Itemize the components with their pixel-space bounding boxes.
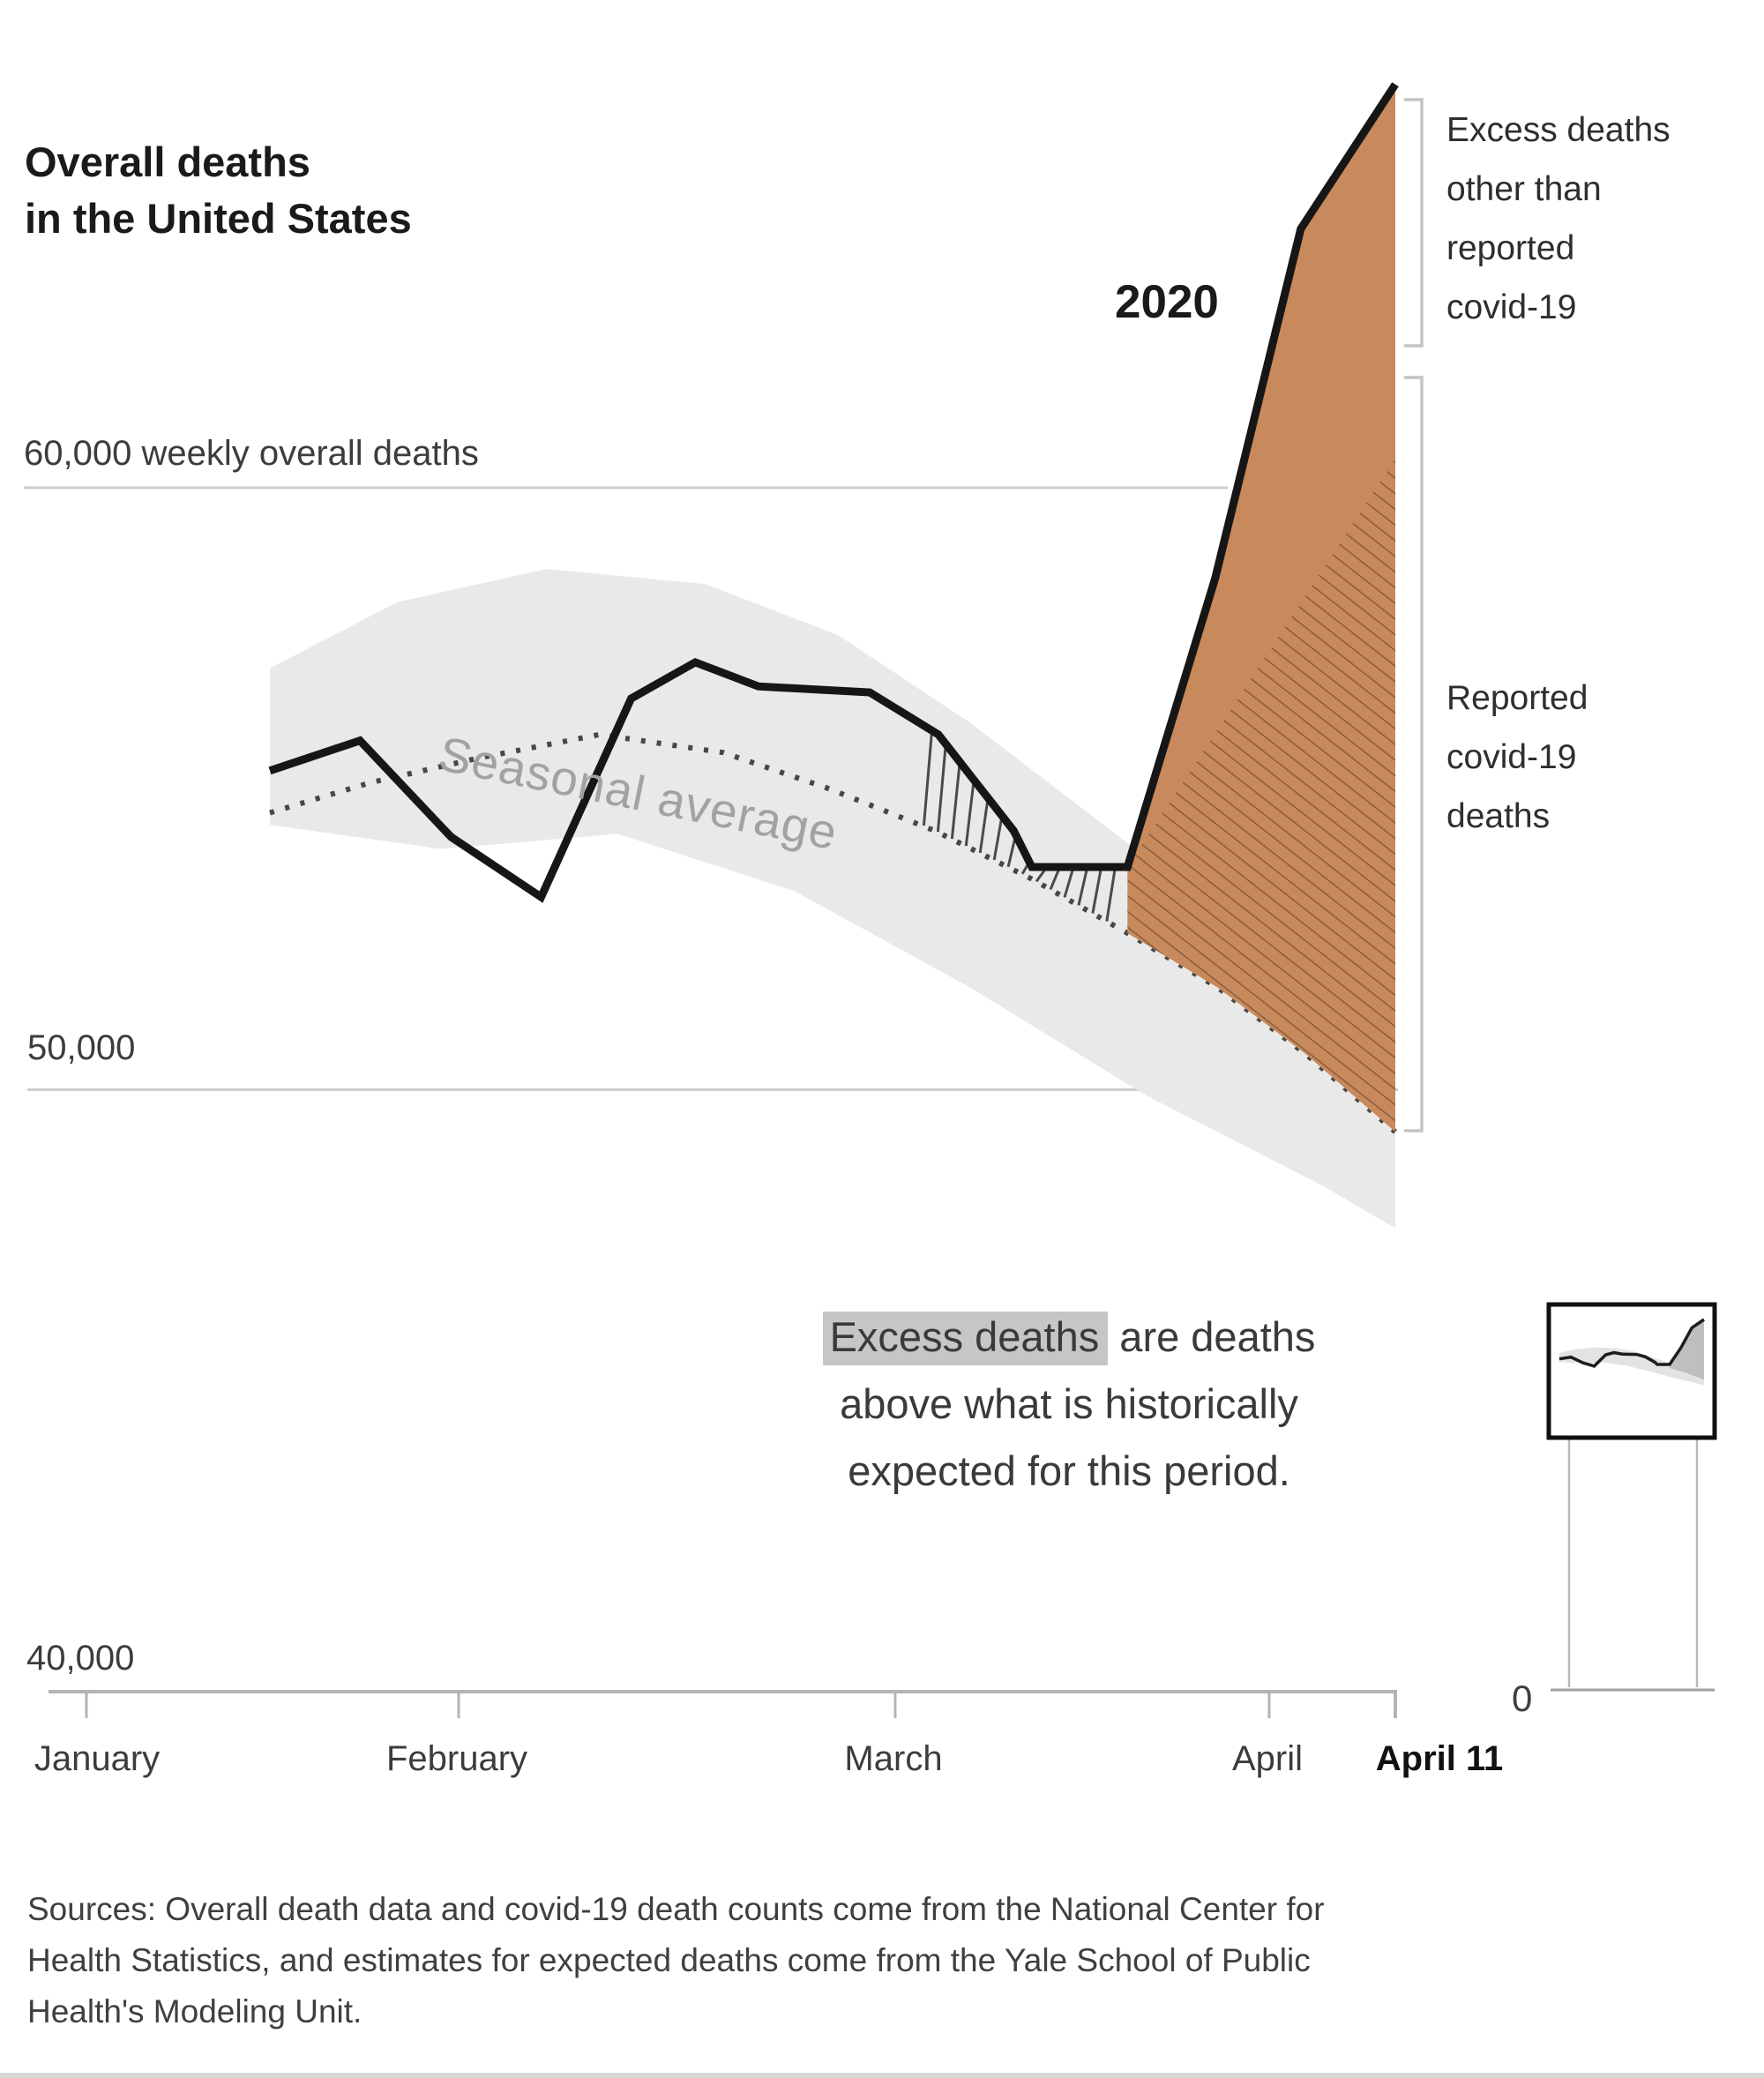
annotation-reported-l3: deaths xyxy=(1446,797,1551,835)
explainer-line-1-rest: are deaths xyxy=(1108,1313,1316,1360)
seasonal-range-band xyxy=(270,569,1395,1229)
inset-line xyxy=(1558,1318,1705,1368)
excess-other-bracket xyxy=(1404,98,1424,348)
reported-covid-bracket xyxy=(1404,376,1424,1132)
explainer-line-3: expected for this period. xyxy=(848,1447,1290,1494)
inset-excess-area xyxy=(1670,1319,1704,1380)
overall-deaths-2020-line xyxy=(268,82,1399,903)
annotation-reported-l1: Reported xyxy=(1446,679,1588,717)
annotation-excess-l1: Excess deaths xyxy=(1446,111,1671,149)
sources-note: Sources: Overall death data and covid-19… xyxy=(27,1884,1325,2037)
page-title: Overall deaths in the United States xyxy=(25,134,412,247)
x-label-march: March xyxy=(844,1739,943,1778)
x-axis-ticks xyxy=(85,1692,1271,1718)
annotation-reported-l2: covid-19 xyxy=(1446,738,1577,776)
annotation-excess-other: Excess deaths other than reported covid-… xyxy=(1446,101,1671,337)
inset-full-scale-chart xyxy=(1546,1302,1717,1692)
reported-covid-hatched-area xyxy=(1127,459,1395,1132)
inset-zero-label: 0 xyxy=(1512,1678,1533,1719)
x-label-april: April xyxy=(1231,1739,1304,1778)
explainer-line-2: above what is historically xyxy=(840,1380,1298,1427)
x-axis xyxy=(49,1690,1397,1718)
y-label-50000: 50,000 xyxy=(27,1028,136,1067)
annotation-excess-l4: covid-19 xyxy=(1446,288,1577,326)
y-label-60000: 60,000 weekly overall deaths xyxy=(24,434,479,473)
bottom-edge-strip xyxy=(0,2073,1764,2078)
explainer-line-1: Excess deaths are deaths xyxy=(681,1304,1457,1371)
annotation-excess-l3: reported xyxy=(1446,229,1575,267)
sources-line-3: Health's Modeling Unit. xyxy=(27,1993,363,2029)
sources-line-1: Sources: Overall death data and covid-19… xyxy=(27,1891,1325,1927)
x-label-april-11: April 11 xyxy=(1375,1739,1504,1778)
x-label-february: February xyxy=(385,1739,528,1778)
year-label: 2020 xyxy=(1115,276,1219,328)
inset-band xyxy=(1559,1347,1704,1386)
sources-line-2: Health Statistics, and estimates for exp… xyxy=(27,1942,1311,1978)
annotation-excess-l2: other than xyxy=(1446,170,1602,208)
explainer-text: Excess deaths are deaths above what is h… xyxy=(681,1304,1457,1505)
explainer-highlight: Excess deaths xyxy=(822,1312,1109,1365)
x-label-january: January xyxy=(34,1739,161,1778)
title-line-2: in the United States xyxy=(25,195,412,242)
annotation-reported-covid: Reported covid-19 deaths xyxy=(1446,669,1588,846)
title-line-1: Overall deaths xyxy=(25,138,310,185)
y-label-40000: 40,000 xyxy=(26,1639,135,1678)
